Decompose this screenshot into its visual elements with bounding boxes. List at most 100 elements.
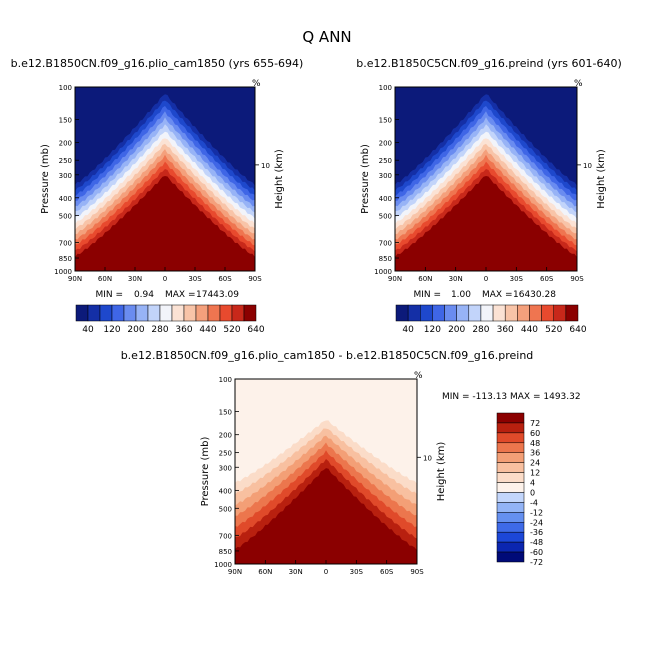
- panel-1-min-label: MIN =: [95, 290, 123, 300]
- panel-2-ytick-label: 100: [379, 84, 392, 92]
- page-title: Q ANN: [302, 28, 351, 46]
- panel-2-max-label: MAX =: [482, 290, 513, 300]
- panel-1-min-value: 0.94: [134, 290, 154, 300]
- cb2-swatch: [456, 304, 470, 322]
- panel-2-xtick-label: 0: [484, 275, 488, 283]
- cb1-swatch: [183, 304, 197, 322]
- colorbar-panel-3-label: -12: [530, 508, 543, 517]
- colorbar-panel-3-swatch: [496, 531, 525, 543]
- panel-2-min-label: MIN =: [413, 290, 441, 300]
- panel-3-y2tick-label: 10: [423, 454, 432, 462]
- colorbar-panel-3-swatch: [496, 551, 525, 563]
- panel-3-ytick-label: 700: [219, 532, 232, 540]
- colorbar-panel-3-label: -72: [530, 558, 543, 567]
- panel-1: b.e12.B1850CN.f09_g16.plio_cam1850 (yrs …: [11, 57, 304, 300]
- panel-1-y2-units-symbol: %: [252, 79, 261, 89]
- panel-2-ylabel: Pressure (mb): [360, 144, 371, 214]
- panel-3-y2label: Height (km): [436, 442, 447, 502]
- cb2-swatch: [553, 304, 567, 322]
- cb1-swatch: [87, 304, 101, 322]
- cb2-swatch: [504, 304, 518, 322]
- panel-2-ytick-label: 300: [379, 172, 392, 180]
- cb2-swatch: [480, 304, 494, 322]
- cb2-swatch: [565, 304, 579, 322]
- colorbar-panel-3-swatch: [496, 472, 525, 483]
- panel-3-ytick-label: 150: [219, 409, 232, 417]
- colorbar-panel-3-swatch: [496, 432, 525, 444]
- panel-1-max-label: MAX =: [165, 290, 196, 300]
- panel-3-xtick-label: 90N: [228, 568, 242, 576]
- panel-1-max-value: 17443.09: [196, 290, 239, 300]
- panel-2-ytick-label: 250: [379, 157, 392, 165]
- colorbar-panel-3-label: -60: [530, 548, 543, 557]
- colorbar-panel-3-swatch: [496, 502, 525, 513]
- panel-3: b.e12.B1850CN.f09_g16.plio_cam1850 - b.e…: [121, 349, 581, 576]
- colorbar-panel-3-swatch: [496, 512, 525, 523]
- panel-2-ytick-label: 850: [379, 255, 392, 263]
- cb2-label: 120: [424, 325, 441, 335]
- colorbar-panel-3-label: 12: [530, 469, 540, 478]
- panel-1-y2tick-label: 10: [261, 162, 270, 170]
- panel-3-ylabel: Pressure (mb): [200, 437, 211, 507]
- colorbar-panel-3-label: 36: [530, 449, 540, 458]
- cb1-label: 40: [82, 325, 94, 335]
- panel-1-xtick-label: 30S: [188, 275, 202, 283]
- colorbar-panel-3-swatch: [496, 422, 525, 434]
- cb2-swatch: [517, 304, 530, 322]
- cb2-swatch: [407, 304, 421, 322]
- panel-2-title: b.e12.B1850C5CN.f09_g16.preind (yrs 601-…: [356, 57, 622, 70]
- cb2-label: 200: [448, 325, 465, 335]
- cb1-label: 120: [103, 325, 120, 335]
- colorbar-panel-3-swatch: [496, 412, 525, 424]
- panel-1-ytick-label: 500: [59, 213, 72, 221]
- panel-1-ytick-label: 150: [59, 116, 72, 124]
- colorbar-panel-3-swatch: [496, 462, 525, 473]
- cb2-swatch: [432, 304, 445, 322]
- panel-3-ytick-label: 400: [219, 487, 232, 495]
- colorbar-panel-3-swatch: [496, 522, 525, 533]
- cb2-swatch: [420, 304, 433, 322]
- cb2-label: 520: [545, 325, 562, 335]
- cb2-swatch: [395, 304, 409, 322]
- cb1-swatch: [135, 304, 149, 322]
- panel-1-xtick-label: 90S: [248, 275, 262, 283]
- panel-2-ytick-label: 700: [379, 239, 392, 247]
- panel-1-ylabel: Pressure (mb): [40, 144, 51, 214]
- panel-3-ytick-label: 200: [219, 432, 232, 440]
- panel-3-xtick-label: 60N: [258, 568, 272, 576]
- panel-2-xtick-label: 30S: [510, 275, 524, 283]
- panel-2-ytick-label: 1000: [374, 268, 392, 276]
- panel-1-xtick-label: 60S: [218, 275, 232, 283]
- cb1-label: 640: [247, 325, 264, 335]
- colorbar-panel-3-swatch: [496, 541, 525, 553]
- cb1-label: 200: [127, 325, 144, 335]
- panel-2-y2label: Height (km): [596, 149, 607, 209]
- panel-3-y2-units-symbol: %: [414, 371, 423, 381]
- panel-2-max-value: 16430.28: [513, 290, 556, 300]
- cb2-label: 440: [521, 325, 538, 335]
- cb1-swatch: [243, 304, 257, 322]
- cb2-swatch: [468, 304, 482, 322]
- cb1-swatch: [231, 304, 245, 322]
- panel-1-y2label: Height (km): [274, 149, 285, 209]
- colorbar-panel-1: 40 120 200 280 360 440 520 640: [75, 304, 265, 335]
- panel-3-xtick-label: 30S: [350, 568, 364, 576]
- colorbar-panel-3-label: 72: [530, 419, 540, 428]
- panel-2-xtick-label: 90S: [570, 275, 584, 283]
- cb2-swatch: [541, 304, 554, 322]
- colorbar-panel-3-label: -24: [530, 518, 543, 527]
- panel-3-contour-band-7: [235, 468, 417, 564]
- colorbar-panel-3-swatch: [496, 442, 525, 453]
- colorbar-panel-3-label: 24: [530, 459, 540, 468]
- cb1-swatch: [99, 304, 113, 322]
- panel-3-title: b.e12.B1850CN.f09_g16.plio_cam1850 - b.e…: [121, 349, 534, 362]
- colorbar-panel-3-swatch: [496, 492, 525, 503]
- panel-1-xtick-label: 30N: [128, 275, 142, 283]
- panel-1-contour-band-14: [75, 176, 255, 271]
- colorbar-panel-3-swatch: [496, 482, 525, 493]
- cb2-label: 360: [497, 325, 514, 335]
- cb2-swatch: [444, 304, 457, 322]
